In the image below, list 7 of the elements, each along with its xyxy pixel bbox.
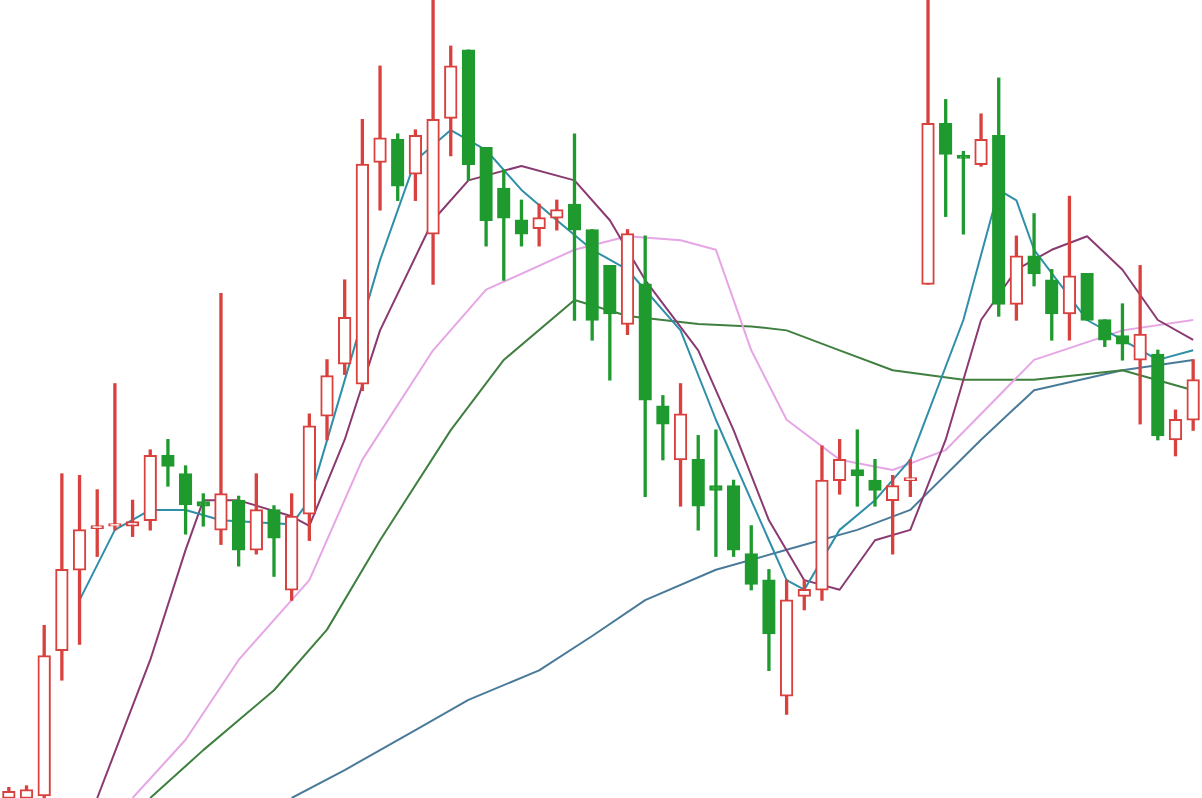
candlestick [214, 293, 228, 545]
candlestick [709, 429, 723, 557]
candlestick [161, 439, 175, 487]
candlestick [108, 383, 122, 531]
candlestick [373, 65, 387, 211]
candlestick [1133, 265, 1147, 425]
candlestick [868, 458, 882, 507]
